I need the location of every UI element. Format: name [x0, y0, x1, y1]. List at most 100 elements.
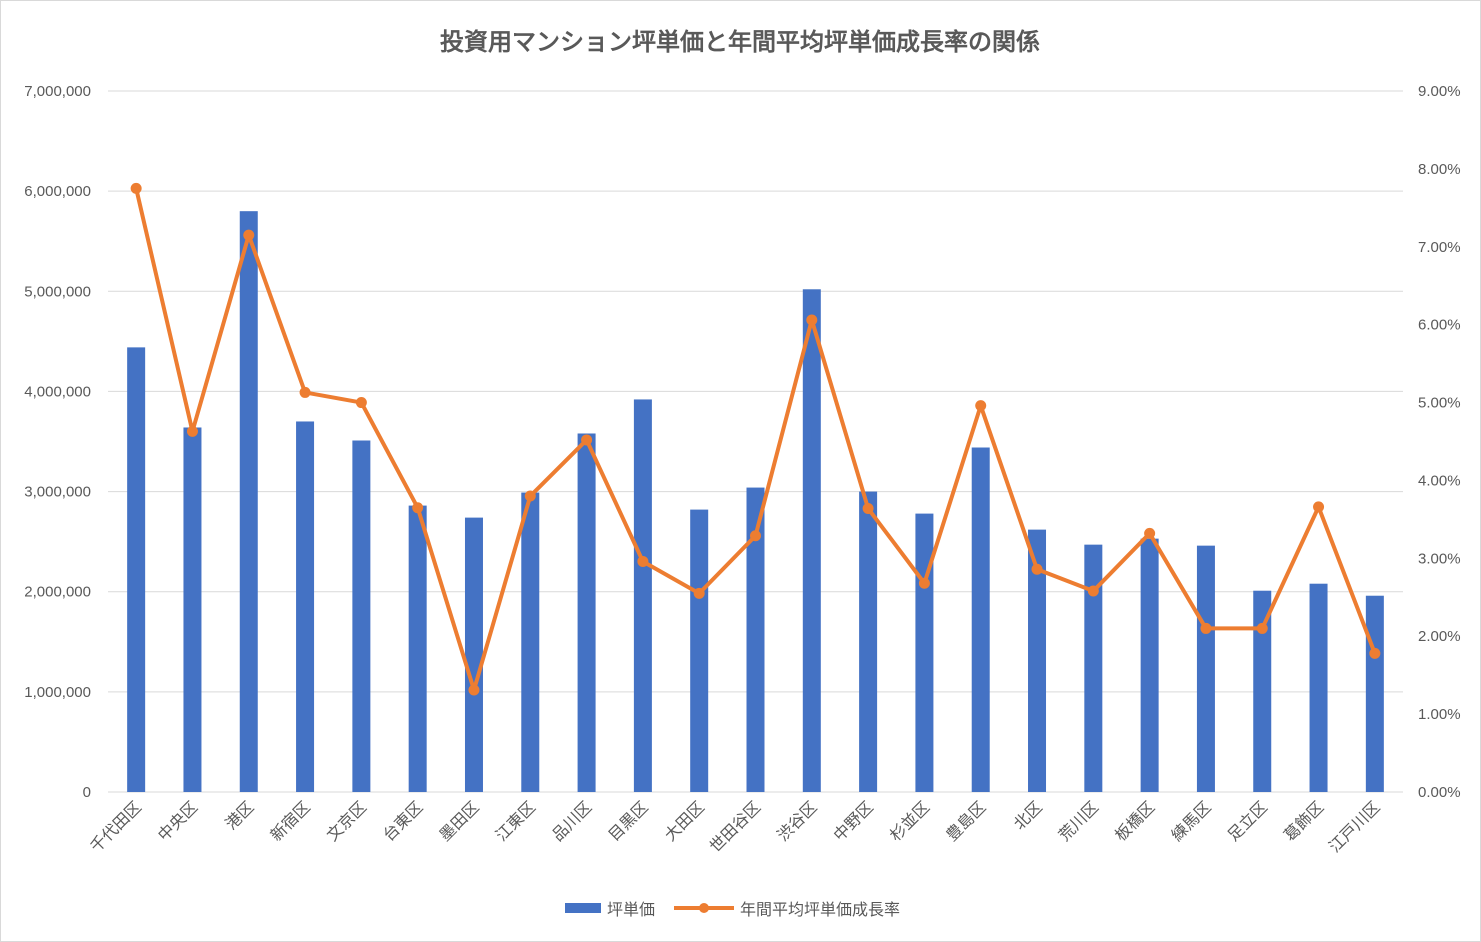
category-label: 江東区: [492, 797, 539, 844]
line-point: [186, 425, 198, 437]
bar: [1084, 544, 1103, 792]
category-label: 練馬区: [1167, 797, 1214, 844]
bar: [633, 399, 652, 792]
category-label: 中央区: [154, 797, 201, 844]
line-point: [243, 229, 255, 241]
line-point: [130, 182, 142, 194]
category-label: 足立区: [1224, 797, 1271, 844]
right-axis-tick-label: 1.00%: [1418, 706, 1461, 723]
category-label: 渋谷区: [773, 797, 820, 844]
category-label: 大田区: [661, 797, 708, 844]
line-point: [918, 577, 930, 589]
bar: [408, 505, 427, 792]
line-point: [468, 684, 480, 696]
line-point: [975, 400, 987, 412]
line-point: [299, 386, 311, 398]
legend-label-bar: 坪単価: [607, 900, 655, 919]
bar: [127, 347, 146, 792]
right-axis-tick-label: 6.00%: [1418, 317, 1461, 334]
category-label: 墨田区: [435, 797, 482, 844]
left-axis-tick-label: 6,000,000: [24, 183, 91, 200]
right-axis-tick-label: 5.00%: [1418, 395, 1461, 412]
category-label: 北区: [1010, 797, 1046, 833]
left-axis-tick-label: 7,000,000: [24, 83, 91, 100]
line-point: [1200, 622, 1212, 634]
bar: [1140, 538, 1159, 792]
category-label: 文京区: [323, 797, 370, 844]
bar: [802, 289, 821, 792]
left-axis-tick-label: 0: [83, 784, 91, 801]
line-point: [693, 587, 705, 599]
bar: [1309, 583, 1328, 792]
line-point: [412, 502, 424, 514]
category-label: 品川区: [548, 797, 595, 844]
line-point: [524, 490, 536, 502]
right-axis-tick-label: 7.00%: [1418, 239, 1461, 256]
line-point: [637, 555, 649, 567]
line-point: [1313, 501, 1325, 513]
right-axis-tick-label: 0.00%: [1418, 784, 1461, 801]
right-axis-tick-label: 2.00%: [1418, 628, 1461, 645]
category-label: 豊島区: [942, 797, 989, 844]
left-axis-tick-label: 1,000,000: [24, 684, 91, 701]
bar: [1028, 529, 1047, 792]
right-axis-tick-labels: 0.00% 1.00% 2.00% 3.00% 4.00% 5.00% 6.00% 7.00%…: [1418, 83, 1461, 801]
legend-label-line: 年間平均坪単価成長率: [740, 900, 900, 919]
category-label: 千代田区: [86, 797, 145, 856]
line-point: [1369, 647, 1381, 659]
bar: [690, 509, 709, 792]
line-point: [1144, 527, 1156, 539]
category-label: 新宿区: [267, 797, 314, 844]
bar: [183, 427, 202, 792]
bar: [464, 517, 483, 792]
left-axis-tick-labels: 0 1,000,000 2,000,000 3,000,000 4,000,000 5,0…: [24, 83, 91, 801]
legend: 坪単価 年間平均坪単価成長率: [565, 900, 900, 919]
legend-swatch-marker: [699, 903, 709, 913]
bar: [1365, 595, 1384, 792]
right-axis-tick-label: 4.00%: [1418, 472, 1461, 489]
bar: [352, 440, 371, 792]
bar: [296, 421, 315, 792]
right-axis-tick-label: 9.00%: [1418, 83, 1461, 100]
category-label: 杉並区: [886, 797, 933, 844]
bar: [1196, 545, 1215, 792]
chart-title: 投資用マンション坪単価と年間平均坪単価成長率の関係: [440, 28, 1040, 56]
line-point: [1256, 622, 1268, 634]
gridlines: [108, 90, 1403, 793]
line-series: [130, 182, 1381, 696]
left-axis-tick-label: 5,000,000: [24, 283, 91, 300]
category-label: 中野区: [830, 797, 877, 844]
legend-swatch-bar: [565, 903, 601, 913]
category-label: 葛飾区: [1280, 797, 1327, 844]
line-point: [862, 502, 874, 514]
bar: [521, 492, 540, 792]
left-axis-tick-label: 4,000,000: [24, 383, 91, 400]
category-label: 荒川区: [1055, 797, 1102, 844]
line-point: [750, 530, 761, 542]
category-label: 江戸川区: [1325, 797, 1384, 856]
left-axis-tick-label: 3,000,000: [24, 484, 91, 501]
category-label: 世田谷区: [706, 797, 765, 856]
bar: [859, 491, 878, 792]
bar-series: [127, 211, 1384, 792]
line-point: [355, 397, 367, 409]
line-point: [806, 314, 818, 326]
right-axis-tick-label: 8.00%: [1418, 161, 1461, 178]
bar: [1253, 590, 1272, 792]
bar: [915, 513, 934, 792]
bar: [746, 487, 765, 792]
bar: [239, 211, 258, 792]
line-point: [581, 434, 593, 446]
category-label: 板橋区: [1111, 797, 1158, 844]
category-label: 港区: [222, 797, 258, 833]
line-point: [1031, 563, 1043, 575]
right-axis-tick-label: 3.00%: [1418, 550, 1461, 567]
bar: [577, 433, 596, 792]
category-label: 台東区: [379, 797, 426, 844]
category-label: 目黒区: [604, 797, 651, 844]
left-axis-tick-label: 2,000,000: [24, 584, 91, 601]
line-point: [1087, 585, 1099, 597]
bar: [971, 447, 990, 792]
